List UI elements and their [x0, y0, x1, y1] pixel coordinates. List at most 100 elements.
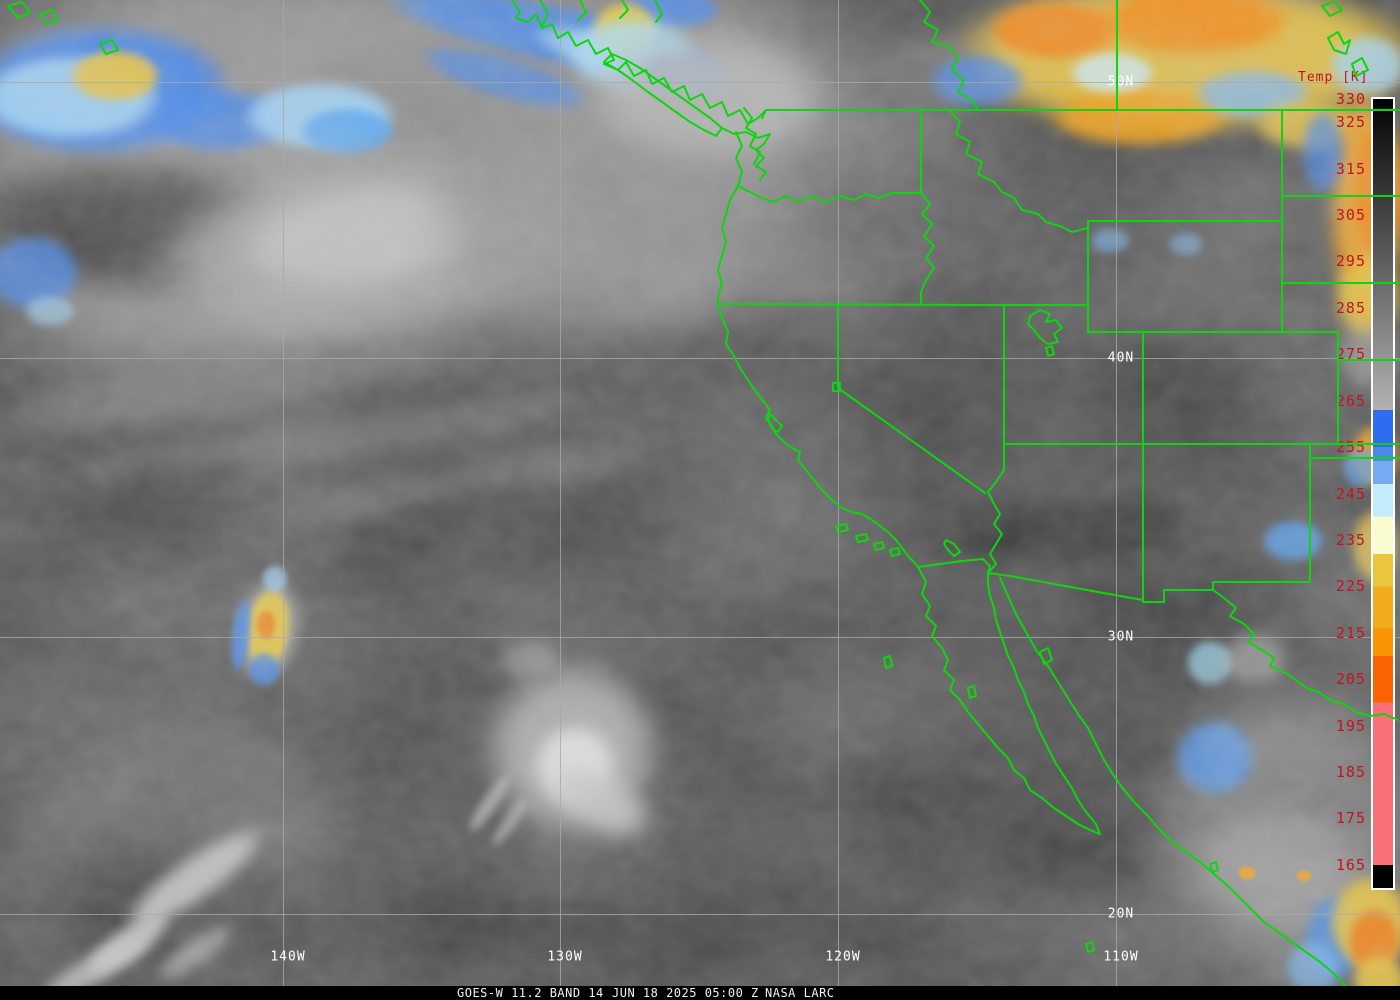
gridline-lat — [0, 82, 1400, 83]
cloud-blob — [700, 60, 960, 320]
cloud-blob — [229, 574, 307, 687]
cloud-blob — [1140, 670, 1400, 1000]
cloud-blob — [150, 90, 290, 152]
vancouver-island-path — [603, 53, 723, 137]
california-coast-path — [717, 303, 919, 568]
colorbar-tick-label: 225 — [1335, 577, 1366, 596]
cloud-blob — [1195, 805, 1365, 935]
cloud-blob — [592, 2, 658, 60]
colorbar-tick-label: 275 — [1335, 345, 1366, 364]
cloud-blob — [595, 35, 825, 160]
colorbar-tick-label: 305 — [1335, 206, 1366, 225]
or-id-snake-river-path — [920, 192, 935, 306]
border-42n-path — [717, 303, 1005, 306]
cloud-blob — [240, 585, 296, 673]
cloud-blob — [0, 25, 230, 155]
cloud-blob — [40, 560, 420, 720]
cloud-blob — [150, 916, 240, 990]
cloud-blob — [528, 13, 742, 105]
colorbar-tick-label: 215 — [1335, 623, 1366, 642]
cloud-blob — [0, 324, 442, 451]
gridline-lon — [560, 0, 561, 1000]
colorbar-tick-label: 165 — [1335, 855, 1366, 874]
cloud-blob — [956, 483, 1204, 577]
cloud-blob — [1262, 520, 1324, 562]
cloud-blob — [248, 652, 280, 686]
cloud-blob — [1175, 720, 1255, 795]
cloud-blob — [262, 565, 288, 593]
cloud-blob — [760, 120, 1280, 330]
cloud-blob — [1348, 908, 1400, 976]
latitude-label: 30N — [1107, 629, 1135, 645]
cloud-blob — [1330, 35, 1400, 97]
colorbar-tick-label: 330 — [1335, 90, 1366, 108]
gridline-lat — [0, 358, 1400, 359]
salton-sea-path — [943, 539, 961, 557]
nm-tx-border-path — [1212, 443, 1311, 591]
caption-timestamp: JUN 18 2025 05:00 Z — [612, 986, 759, 1000]
us-mexico-border-ca-path — [917, 558, 991, 574]
caption-credit: NASA LARC — [765, 986, 835, 1000]
colorbar-tick-label: 245 — [1335, 484, 1366, 503]
cloud-blob — [1296, 870, 1312, 882]
colorbar-tick-label: 325 — [1335, 113, 1366, 132]
cloud-blob — [228, 597, 254, 673]
cloud-blob — [245, 82, 395, 150]
colorbar-tick-label: 285 — [1335, 298, 1366, 317]
oregon-coast-path — [717, 185, 739, 305]
cloud-blob — [1222, 632, 1287, 687]
cloud-blob — [70, 50, 160, 102]
canada-lakes-path — [7, 1, 1369, 77]
cloud-blob — [300, 0, 860, 340]
cloud-blob — [0, 160, 300, 290]
colorbar-tick-label: 265 — [1335, 391, 1366, 410]
cloud-blob — [620, 330, 1140, 630]
colorbar-tick-label: 315 — [1335, 159, 1366, 178]
colorbar-tick-label: 175 — [1335, 809, 1366, 828]
cloud-blob — [300, 108, 395, 154]
cloud-blob — [234, 168, 496, 302]
cloud-blob — [930, 890, 1260, 1000]
wa-or-border-path — [737, 185, 922, 203]
cloud-blob — [117, 815, 273, 943]
cloud-blob — [327, 480, 663, 580]
caption-bar: GOES-W 11.2 BAND 14 JUN 18 2025 05:00 Z … — [0, 986, 1400, 1000]
temperature-colorbar — [1371, 97, 1395, 890]
cloud-blob — [840, 300, 1280, 590]
colorbar-tick-label: 235 — [1335, 530, 1366, 549]
longitude-label: 140W — [270, 949, 306, 965]
cloud-blob — [0, 55, 160, 140]
latitude-label: 20N — [1107, 906, 1135, 922]
colorbar-tick-label: 185 — [1335, 762, 1366, 781]
cloud-blob — [1255, 100, 1365, 150]
lake-tahoe-path — [832, 382, 841, 392]
gridline-lat — [0, 914, 1400, 915]
cloud-blob — [990, 0, 1120, 60]
cloud-blob — [25, 295, 75, 327]
cloud-blob — [1238, 866, 1256, 880]
cloud-blob — [1195, 70, 1310, 118]
us-mexico-border-az-nm-path — [987, 572, 1214, 603]
cloud-blob — [500, 640, 560, 680]
colorbar-tick-label: 205 — [1335, 670, 1366, 689]
colorbar-tick-label: 195 — [1335, 716, 1366, 735]
sonora-coast-path — [999, 577, 1361, 1000]
cloud-blob — [640, 52, 735, 100]
islands-path — [835, 523, 1219, 953]
latitude-label: 50N — [1107, 74, 1135, 90]
cloud-blob — [430, 60, 770, 340]
gridline-lon — [838, 0, 839, 1000]
cloud-blob — [620, 0, 720, 30]
cloud-blob — [1186, 640, 1234, 686]
cloud-blob — [1200, 728, 1242, 790]
cloud-blob — [541, 752, 660, 853]
gridline-lon — [283, 0, 284, 1000]
cloud-blob — [1090, 228, 1130, 254]
ca-nv-border-path — [837, 304, 986, 494]
